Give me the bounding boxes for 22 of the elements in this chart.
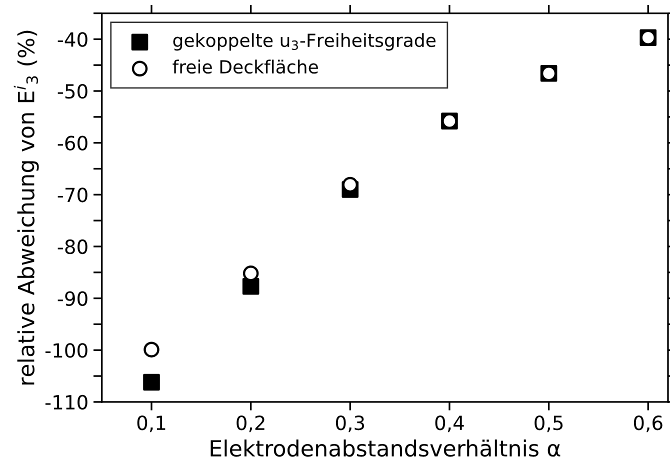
y-tick-label: -80	[58, 239, 88, 254]
y-tick-label: -40	[58, 32, 88, 47]
x-tick-label: 0,4	[435, 415, 464, 432]
x-tick-label: 0,3	[336, 415, 364, 432]
legend-label: freie Deckfläche	[172, 60, 318, 74]
y-tick-label: -100	[45, 343, 88, 358]
y-tick-label: -110	[45, 394, 88, 410]
x-tick-label: 0,5	[534, 415, 563, 432]
y-tick-label: -90	[58, 291, 88, 306]
y-axis-title: relative Abweichung von E$^{i}$$_{3}$ (%)	[14, 30, 39, 384]
y-tick-label: -60	[58, 136, 88, 150]
point	[144, 342, 160, 358]
x-tick-label: 0,1	[137, 415, 166, 432]
legend-label: gekoppelte u$_{3}$-Freiheitsgrade	[173, 33, 436, 51]
y-tick-label: -70	[58, 188, 88, 202]
point	[143, 374, 160, 391]
point	[242, 278, 260, 295]
point	[242, 266, 259, 282]
x-axis-title: Elektrodenabstandsverhältnis α	[210, 440, 560, 457]
y-tick-label: -50	[58, 84, 88, 99]
x-tick-label: 0,2	[236, 415, 264, 432]
x-tick-label: 0,6	[634, 415, 662, 432]
